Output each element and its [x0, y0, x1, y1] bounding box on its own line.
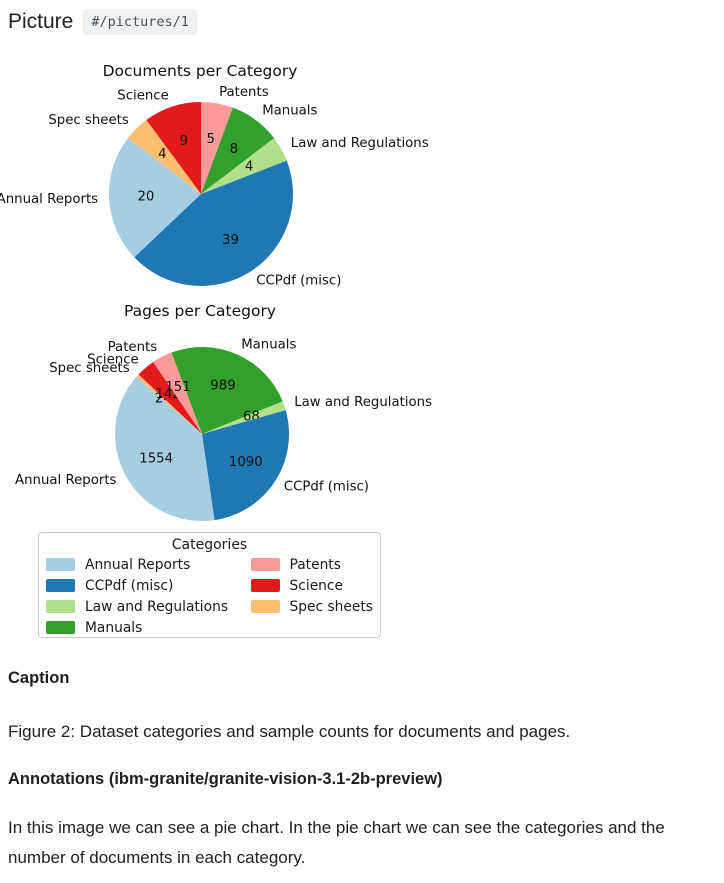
pie-slice-annual-reports [115, 376, 215, 521]
legend-column-2: Patents Science Spec sheets [250, 554, 373, 638]
picture-ref-chip: #/pictures/1 [83, 9, 197, 35]
pie-slice-ccpdf-misc [134, 160, 293, 286]
pie-label-science: Science [117, 89, 169, 104]
legend-label: Spec sheets [289, 598, 373, 615]
pie-slice-science [138, 361, 202, 434]
pie-value-law-and-regulations: 4 [245, 160, 253, 175]
pie-value-spec-sheets: 4 [158, 147, 166, 162]
pie-slice-spec-sheets [136, 374, 202, 434]
chart-legend: Categories Annual Reports CCPdf (misc) Law… [38, 532, 381, 638]
pie-slice-ccpdf-misc [202, 410, 289, 521]
annotations-text: In this image we can see a pie chart. In… [8, 818, 665, 867]
pie-value-manuals: 8 [230, 142, 238, 157]
pie-slice-spec-sheets [127, 119, 201, 194]
caption-text: Figure 2: Dataset categories and sample … [8, 722, 571, 741]
legend-swatch-law-and-regulations [46, 600, 75, 613]
pie-label-spec-sheets: Spec sheets [49, 361, 130, 376]
pie-slice-patents [201, 102, 233, 194]
legend-swatch-annual-reports [46, 558, 75, 571]
legend-label: Annual Reports [85, 556, 191, 573]
pie-slice-manuals [171, 346, 283, 434]
pie-slice-law-and-regulations [201, 138, 287, 194]
legend-item-science: Science [250, 575, 373, 596]
chart-title: Documents per Category [103, 62, 298, 80]
legend-item-annual-reports: Annual Reports [46, 554, 251, 575]
pie-label-manuals: Manuals [262, 104, 317, 119]
legend-label: Manuals [85, 619, 143, 636]
pie-value-patents: 5 [206, 132, 214, 147]
chart-title: Pages per Category [124, 302, 276, 320]
legend-item-law-and-regulations: Law and Regulations [46, 596, 251, 617]
pie-label-manuals: Manuals [241, 337, 296, 352]
pie-slice-annual-reports [109, 138, 201, 258]
legend-label: Patents [289, 556, 341, 573]
pie-slice-manuals [201, 107, 275, 194]
legend-item-spec-sheets: Spec sheets [250, 596, 373, 617]
legend-label: CCPdf (misc) [85, 577, 174, 594]
pie-charts-figure: Documents per Category 5 Patents 8 Manuals 4 L… [0, 62, 432, 521]
picture-header: Picture #/pictures/1 [8, 9, 197, 35]
pie-label-law-and-regulations: Law and Regulations [294, 395, 432, 410]
legend-label: Law and Regulations [85, 598, 229, 615]
pie-label-ccpdf-misc: CCPdf (misc) [256, 274, 341, 289]
legend-title: Categories [171, 537, 248, 553]
caption-heading: Caption [8, 669, 70, 687]
legend-label: Science [289, 577, 343, 594]
pie-label-annual-reports: Annual Reports [0, 192, 98, 207]
pie-slice-patents [153, 352, 202, 434]
picture-title: Picture [8, 10, 74, 33]
pie-value-science: 9 [180, 134, 188, 149]
annotations-heading: Annotations (ibm-granite/granite-vision-… [8, 770, 443, 788]
legend-swatch-science [250, 579, 280, 592]
pie-label-science: Science [87, 352, 139, 367]
pie-value-patents: 151 [165, 380, 190, 395]
pie-value-annual-reports: 1554 [139, 452, 173, 467]
pie-value-ccpdf-misc: 1090 [229, 455, 263, 470]
pie-label-ccpdf-misc: CCPdf (misc) [284, 480, 369, 495]
pie-label-patents: Patents [219, 85, 269, 100]
legend-swatch-spec-sheets [250, 600, 280, 613]
pie-value-annual-reports: 20 [137, 189, 154, 204]
pie-label-annual-reports: Annual Reports [15, 473, 117, 488]
pie-value-ccpdf-misc: 39 [222, 233, 239, 248]
pie-slice-law-and-regulations [202, 401, 286, 434]
legend-columns: Annual Reports CCPdf (misc) Law and Regula… [46, 554, 373, 638]
legend-column-1: Annual Reports CCPdf (misc) Law and Regula… [46, 554, 251, 638]
legend-swatch-ccpdf-misc [46, 579, 75, 592]
legend-item-ccpdf-misc: CCPdf (misc) [46, 575, 251, 596]
legend-item-patents: Patents [250, 554, 373, 575]
legend-swatch-manuals [46, 621, 75, 634]
pie-chart-documents-per-category: Documents per Category 5 Patents 8 Manuals 4 L… [0, 62, 429, 289]
pie-label-law-and-regulations: Law and Regulations [291, 136, 429, 151]
pie-slice-science [146, 102, 201, 194]
legend-item-manuals: Manuals [46, 617, 251, 638]
pie-value-manuals: 989 [210, 379, 235, 394]
legend-swatch-patents [250, 558, 280, 571]
pie-label-spec-sheets: Spec sheets [48, 113, 129, 128]
pie-label-patents: Patents [108, 340, 158, 355]
